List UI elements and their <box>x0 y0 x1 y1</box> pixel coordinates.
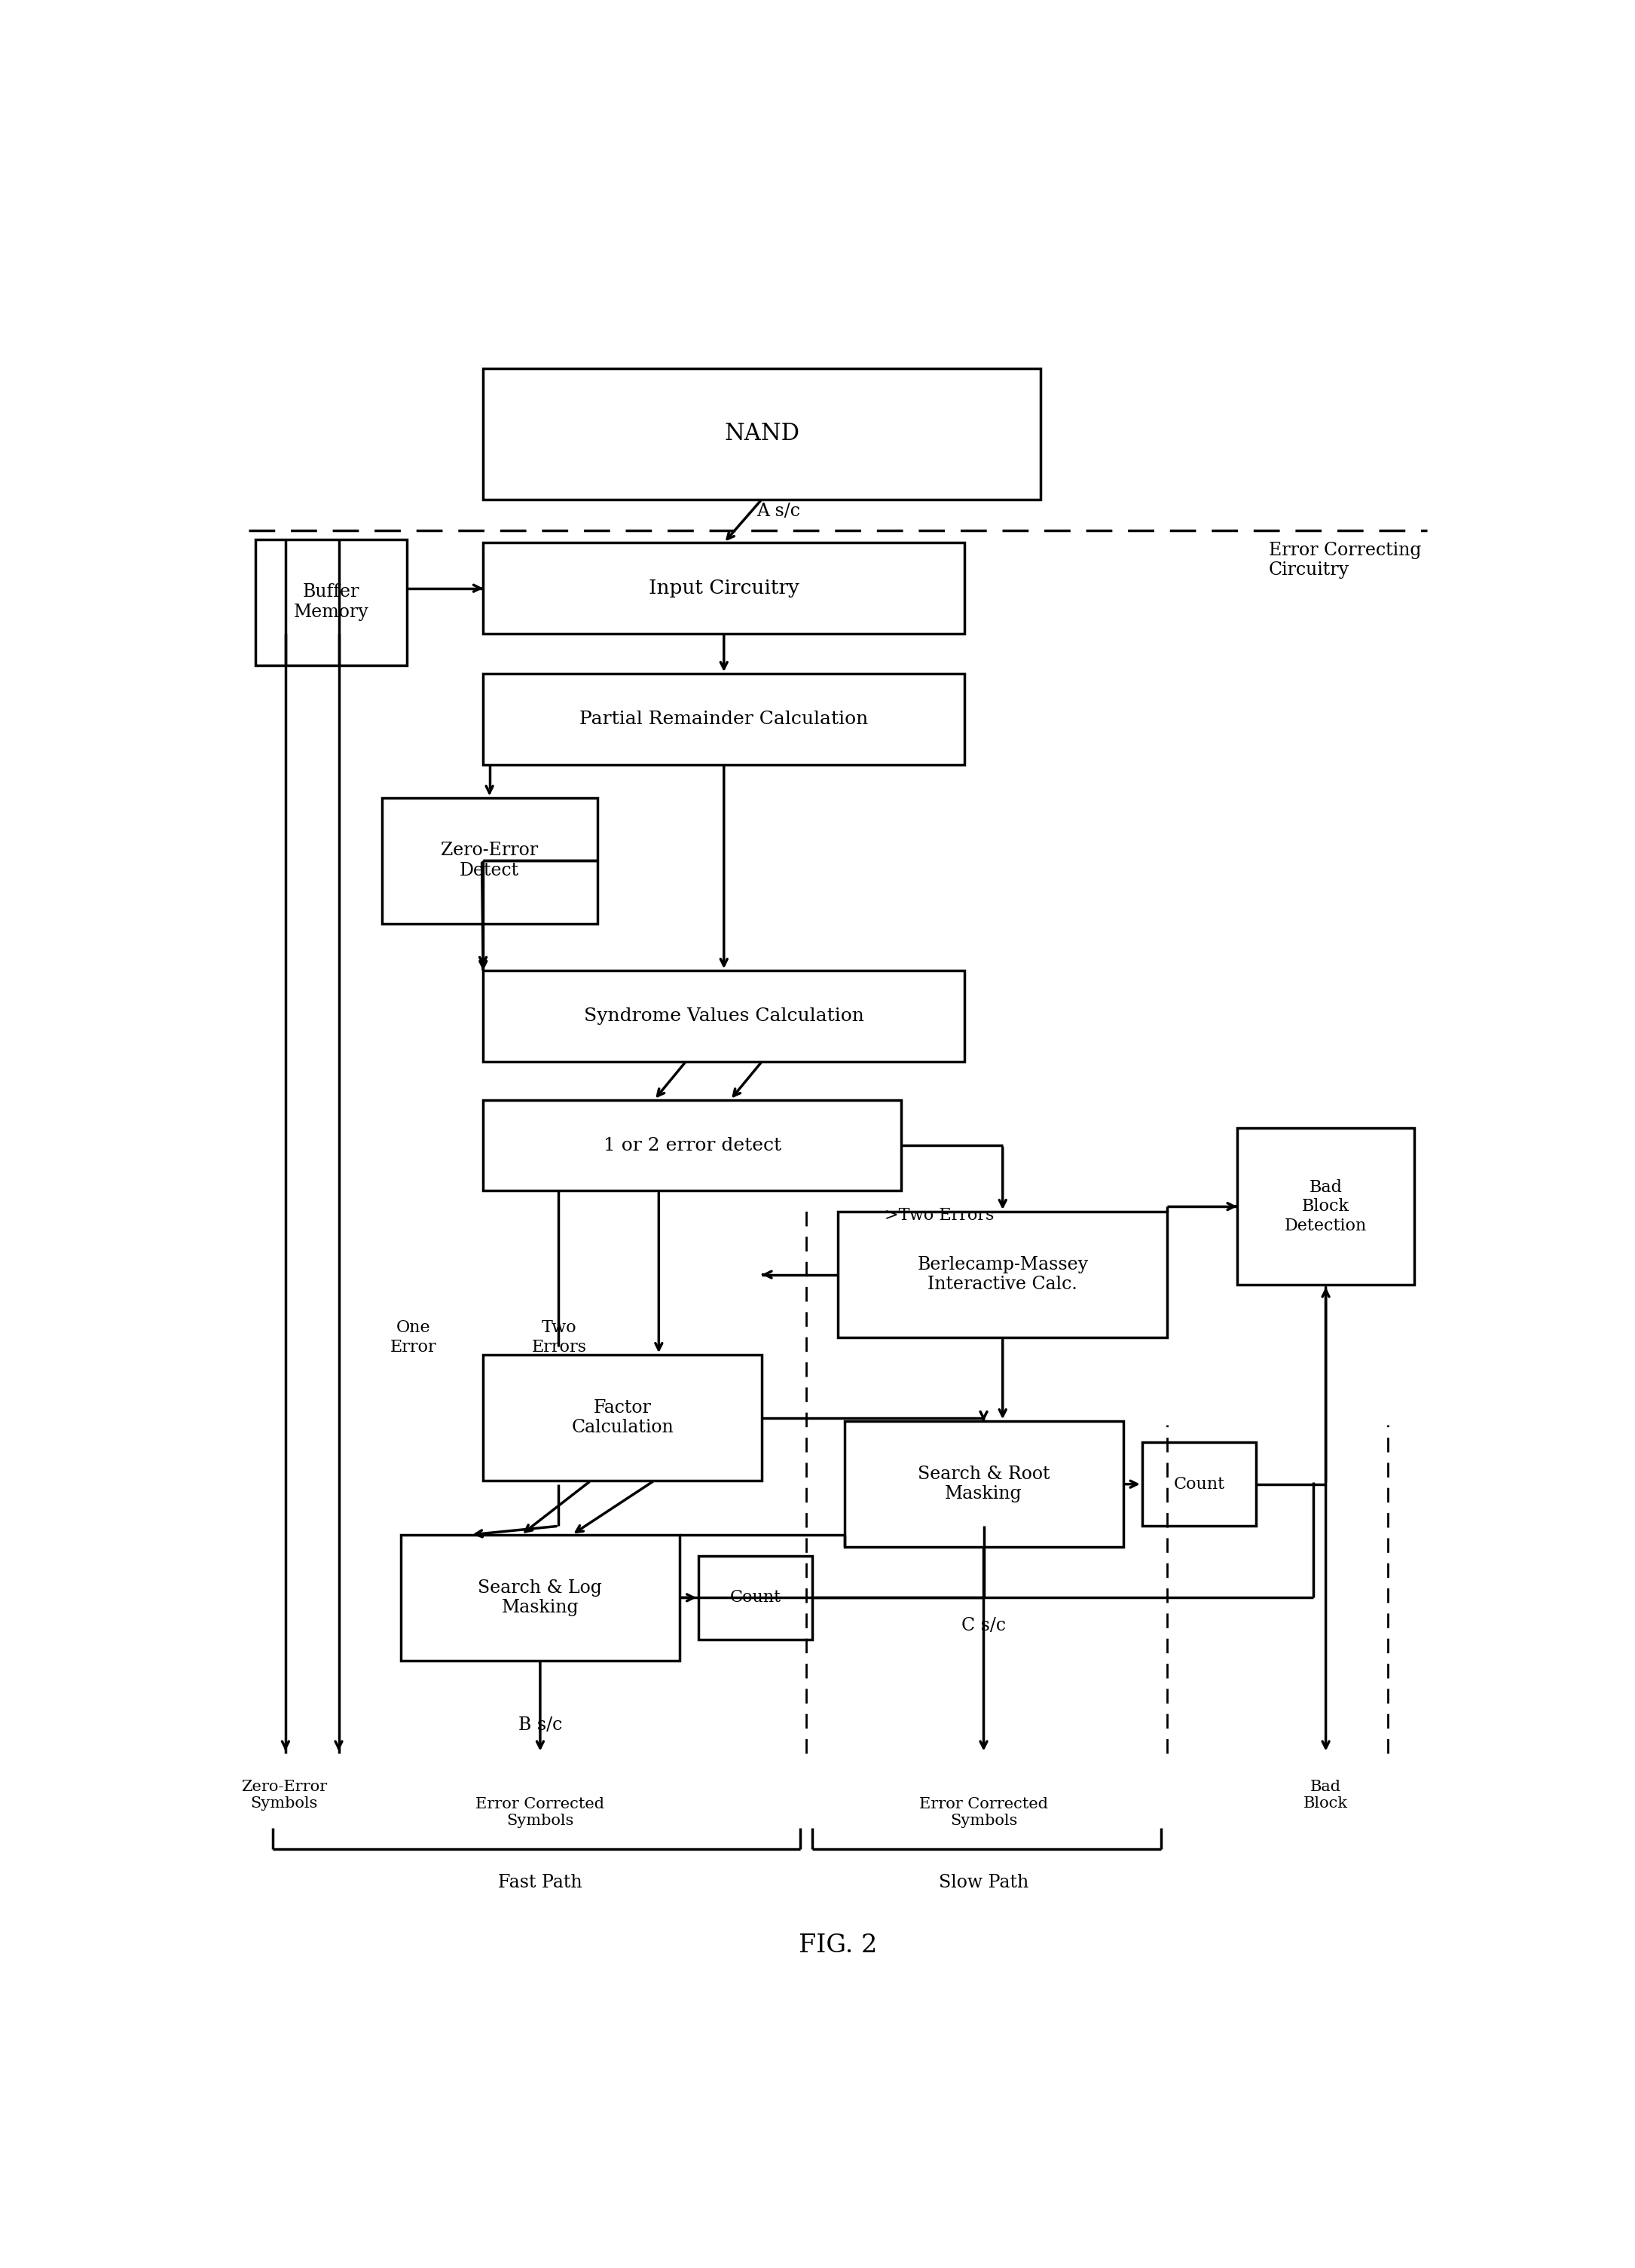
Text: >Two Errors: >Two Errors <box>885 1207 994 1222</box>
Text: Search & Log
Masking: Search & Log Masking <box>477 1579 602 1617</box>
Text: Count: Count <box>729 1590 782 1606</box>
FancyBboxPatch shape <box>383 798 597 923</box>
FancyBboxPatch shape <box>698 1556 813 1640</box>
Text: Bad
Block
Detection: Bad Block Detection <box>1285 1179 1367 1234</box>
Text: One
Error: One Error <box>391 1320 437 1356</box>
Text: Zero-Error
Symbols: Zero-Error Symbols <box>242 1780 327 1810</box>
FancyBboxPatch shape <box>484 367 1041 499</box>
Text: Syndrome Values Calculation: Syndrome Values Calculation <box>584 1007 863 1025</box>
Text: Input Circuitry: Input Circuitry <box>649 578 800 599</box>
Text: Zero-Error
Detect: Zero-Error Detect <box>441 841 538 880</box>
Text: Partial Remainder Calculation: Partial Remainder Calculation <box>579 710 868 728</box>
Text: NAND: NAND <box>724 422 800 445</box>
Text: Search & Root
Masking: Search & Root Masking <box>917 1465 1050 1504</box>
Text: Bad
Block: Bad Block <box>1303 1780 1347 1810</box>
Text: Two
Errors: Two Errors <box>531 1320 587 1356</box>
Text: Berlecamp-Massey
Interactive Calc.: Berlecamp-Massey Interactive Calc. <box>917 1256 1089 1293</box>
FancyBboxPatch shape <box>484 674 965 764</box>
Text: A s/c: A s/c <box>757 503 801 519</box>
FancyBboxPatch shape <box>1238 1127 1414 1286</box>
Text: Buffer
Memory: Buffer Memory <box>294 583 368 621</box>
Text: C s/c: C s/c <box>961 1617 1006 1635</box>
Text: Fast Path: Fast Path <box>499 1873 582 1892</box>
FancyBboxPatch shape <box>255 540 407 665</box>
FancyBboxPatch shape <box>401 1535 680 1660</box>
Text: Error Corrected
Symbols: Error Corrected Symbols <box>476 1796 605 1828</box>
FancyBboxPatch shape <box>1141 1442 1256 1526</box>
FancyBboxPatch shape <box>484 1100 901 1191</box>
FancyBboxPatch shape <box>844 1422 1123 1547</box>
Text: Factor
Calculation: Factor Calculation <box>571 1399 674 1436</box>
Text: Slow Path: Slow Path <box>938 1873 1028 1892</box>
Text: Error Corrected
Symbols: Error Corrected Symbols <box>919 1796 1048 1828</box>
Text: Error Correcting
Circuitry: Error Correcting Circuitry <box>1269 542 1421 578</box>
Text: FIG. 2: FIG. 2 <box>798 1932 878 1957</box>
FancyBboxPatch shape <box>484 542 965 633</box>
Text: Count: Count <box>1174 1476 1225 1492</box>
FancyBboxPatch shape <box>484 971 965 1061</box>
Text: B s/c: B s/c <box>518 1717 562 1733</box>
FancyBboxPatch shape <box>837 1211 1167 1338</box>
Text: 1 or 2 error detect: 1 or 2 error detect <box>603 1136 782 1154</box>
FancyBboxPatch shape <box>484 1354 762 1481</box>
